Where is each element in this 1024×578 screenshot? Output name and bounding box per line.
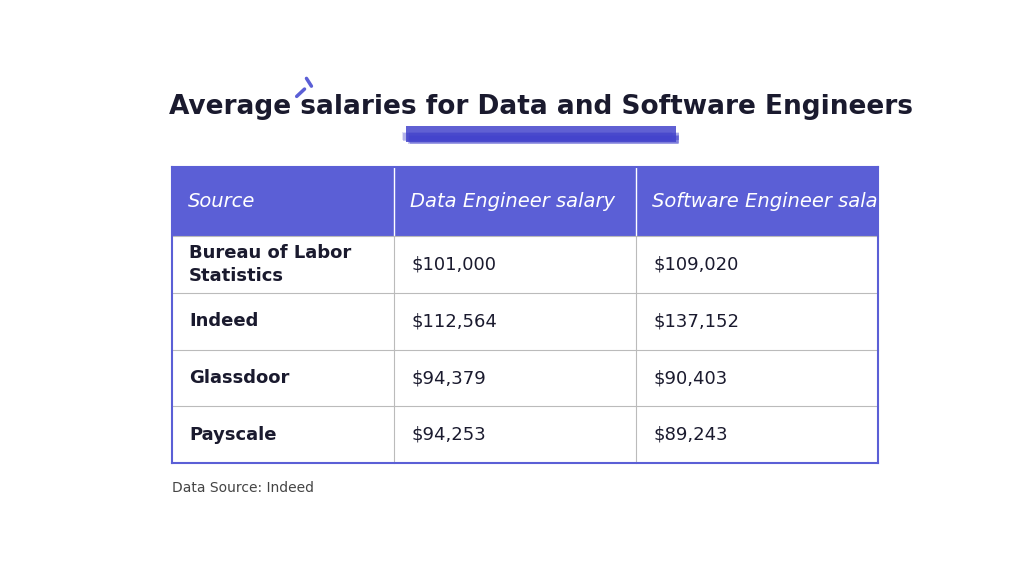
Bar xyxy=(407,133,677,140)
Text: $89,243: $89,243 xyxy=(654,426,728,444)
Bar xyxy=(407,135,677,143)
Text: Source: Source xyxy=(187,192,255,212)
Text: $101,000: $101,000 xyxy=(412,255,497,273)
Bar xyxy=(172,167,878,236)
Text: $137,152: $137,152 xyxy=(654,312,740,331)
Text: Software Engineer salary: Software Engineer salary xyxy=(652,192,897,212)
Bar xyxy=(172,406,878,463)
Text: Data Engineer salary: Data Engineer salary xyxy=(410,192,615,212)
Bar xyxy=(172,236,878,293)
Text: Average salaries for Data and Software Engineers: Average salaries for Data and Software E… xyxy=(169,94,912,120)
Text: Data Source: Indeed: Data Source: Indeed xyxy=(172,481,313,495)
Text: $94,253: $94,253 xyxy=(412,426,486,444)
Text: Payscale: Payscale xyxy=(189,426,276,444)
Bar xyxy=(406,126,676,142)
Text: $94,379: $94,379 xyxy=(412,369,486,387)
Text: $112,564: $112,564 xyxy=(412,312,498,331)
Text: $90,403: $90,403 xyxy=(654,369,728,387)
Text: Indeed: Indeed xyxy=(189,312,258,331)
Bar xyxy=(409,134,678,142)
Text: $109,020: $109,020 xyxy=(654,255,739,273)
Bar xyxy=(406,132,676,140)
Bar xyxy=(402,134,672,142)
Bar xyxy=(172,293,878,350)
Bar xyxy=(404,134,675,141)
Bar xyxy=(406,136,675,144)
Bar xyxy=(172,350,878,406)
Text: Glassdoor: Glassdoor xyxy=(189,369,290,387)
Bar xyxy=(410,132,680,140)
Text: Bureau of Labor
Statistics: Bureau of Labor Statistics xyxy=(189,244,351,286)
